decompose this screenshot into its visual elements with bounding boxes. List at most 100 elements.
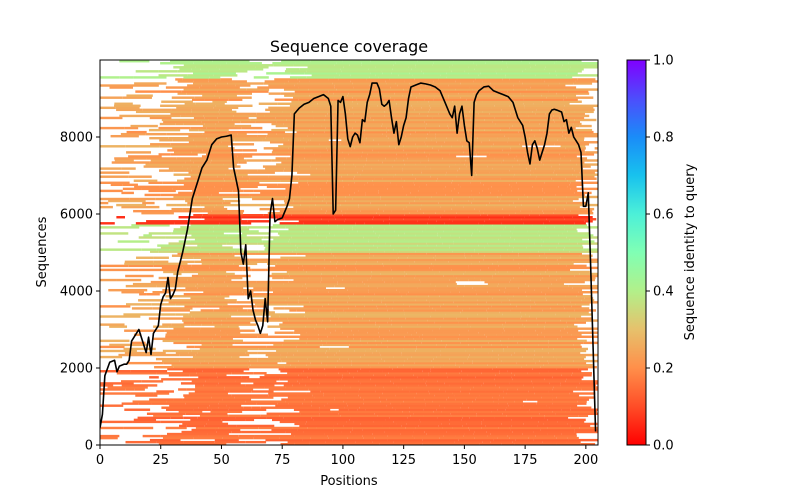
coverage-row-segment xyxy=(477,240,505,243)
coverage-row-segment xyxy=(409,305,430,308)
coverage-row-segment xyxy=(369,248,394,251)
coverage-row-segment xyxy=(378,191,411,195)
coverage-row-segment xyxy=(346,402,364,405)
coverage-row-segment xyxy=(579,426,598,430)
coverage-row-segment xyxy=(348,295,365,298)
coverage-row-segment xyxy=(387,309,397,312)
coverage-row-segment xyxy=(564,228,577,231)
coverage-row-segment xyxy=(335,365,343,369)
coverage-row-segment xyxy=(214,272,235,276)
coverage-row-segment xyxy=(190,175,218,178)
coverage-row-segment xyxy=(153,337,189,341)
coverage-row-segment xyxy=(544,414,579,418)
coverage-row-segment xyxy=(520,311,540,314)
coverage-row-segment xyxy=(214,440,246,444)
coverage-row-segment xyxy=(425,143,463,146)
coverage-row-segment xyxy=(436,355,469,359)
coverage-row-segment xyxy=(574,428,598,432)
coverage-row-segment xyxy=(311,370,348,373)
coverage-row-segment xyxy=(281,177,299,180)
coverage-row-segment xyxy=(233,262,246,266)
coverage-row-segment xyxy=(379,325,402,328)
coverage-row-segment xyxy=(264,80,289,83)
coverage-row-segment xyxy=(488,341,518,345)
coverage-row-segment xyxy=(424,98,434,101)
coverage-row-segment xyxy=(472,232,513,235)
coverage-row-segment xyxy=(469,307,489,310)
coverage-row-segment xyxy=(122,96,152,99)
coverage-row-segment xyxy=(238,238,262,241)
coverage-row-segment xyxy=(387,141,425,144)
coverage-row-segment xyxy=(416,392,430,395)
coverage-row-segment xyxy=(188,134,225,138)
coverage-row-segment xyxy=(135,394,158,397)
coverage-row-segment xyxy=(401,177,416,180)
coverage-row-segment xyxy=(310,173,337,176)
coverage-row-segment xyxy=(408,284,436,288)
coverage-row-segment xyxy=(242,153,276,156)
coverage-row-segment xyxy=(336,295,349,298)
coverage-row-segment xyxy=(188,141,209,144)
coverage-row-segment xyxy=(558,234,594,237)
coverage-row-segment xyxy=(507,248,519,251)
coverage-row-segment xyxy=(468,130,509,134)
coverage-row-segment xyxy=(373,337,384,341)
coverage-row-segment xyxy=(430,167,460,170)
coverage-row-segment xyxy=(123,347,156,351)
coverage-row-segment xyxy=(353,112,368,116)
coverage-row-segment xyxy=(249,359,258,363)
coverage-row-segment xyxy=(427,145,442,148)
coverage-row-segment xyxy=(506,406,521,409)
coverage-row-segment xyxy=(362,169,403,172)
coverage-row-segment xyxy=(281,288,318,292)
coverage-row-segment xyxy=(210,254,219,257)
coverage-row-segment xyxy=(445,390,461,393)
coverage-row-segment xyxy=(212,321,251,324)
coverage-row-segment xyxy=(513,295,527,298)
coverage-row-segment xyxy=(258,426,293,430)
coverage-row-segment xyxy=(507,402,537,405)
coverage-row-segment xyxy=(538,205,547,209)
coverage-row-segment xyxy=(347,124,382,128)
coverage-row-segment xyxy=(494,104,510,108)
coverage-row-segment xyxy=(225,260,243,264)
coverage-row-segment xyxy=(195,368,214,371)
coverage-row-segment xyxy=(465,349,478,353)
coverage-row-segment xyxy=(565,410,598,413)
coverage-row-segment xyxy=(324,246,340,249)
coverage-row-segment xyxy=(477,349,493,353)
coverage-row-segment xyxy=(338,408,349,411)
coverage-row-segment xyxy=(265,137,284,140)
coverage-row-segment xyxy=(443,331,479,334)
coverage-row-segment xyxy=(143,165,183,168)
coverage-row-segment xyxy=(463,295,490,298)
coverage-row-segment xyxy=(335,329,352,332)
coverage-row-segment xyxy=(256,305,267,308)
coverage-row-segment xyxy=(133,76,167,79)
coverage-row-segment xyxy=(498,357,534,361)
coverage-row-segment xyxy=(473,408,498,411)
coverage-row-segment xyxy=(500,197,519,201)
coverage-row-segment xyxy=(560,329,579,332)
coverage-row-segment xyxy=(343,442,380,445)
coverage-row-segment xyxy=(407,157,429,160)
coverage-row-segment xyxy=(212,216,242,219)
coverage-row-segment xyxy=(495,374,515,377)
coverage-row-segment xyxy=(392,406,410,409)
coverage-row-segment xyxy=(365,163,405,166)
coverage-row-segment xyxy=(426,137,436,140)
coverage-row-segment xyxy=(364,128,389,132)
coverage-row-segment xyxy=(550,280,585,284)
coverage-row-segment xyxy=(372,149,404,152)
coverage-row-segment xyxy=(328,224,338,227)
coverage-row-segment xyxy=(337,128,345,132)
coverage-row-segment xyxy=(224,386,265,389)
coverage-row-segment xyxy=(508,139,536,142)
coverage-row-segment xyxy=(393,301,430,304)
coverage-row-segment xyxy=(532,110,565,114)
coverage-row-segment xyxy=(321,124,348,128)
coverage-row-segment xyxy=(346,420,354,424)
coverage-row-segment xyxy=(215,428,241,432)
coverage-row-segment xyxy=(427,222,445,225)
coverage-row-segment xyxy=(199,347,219,351)
